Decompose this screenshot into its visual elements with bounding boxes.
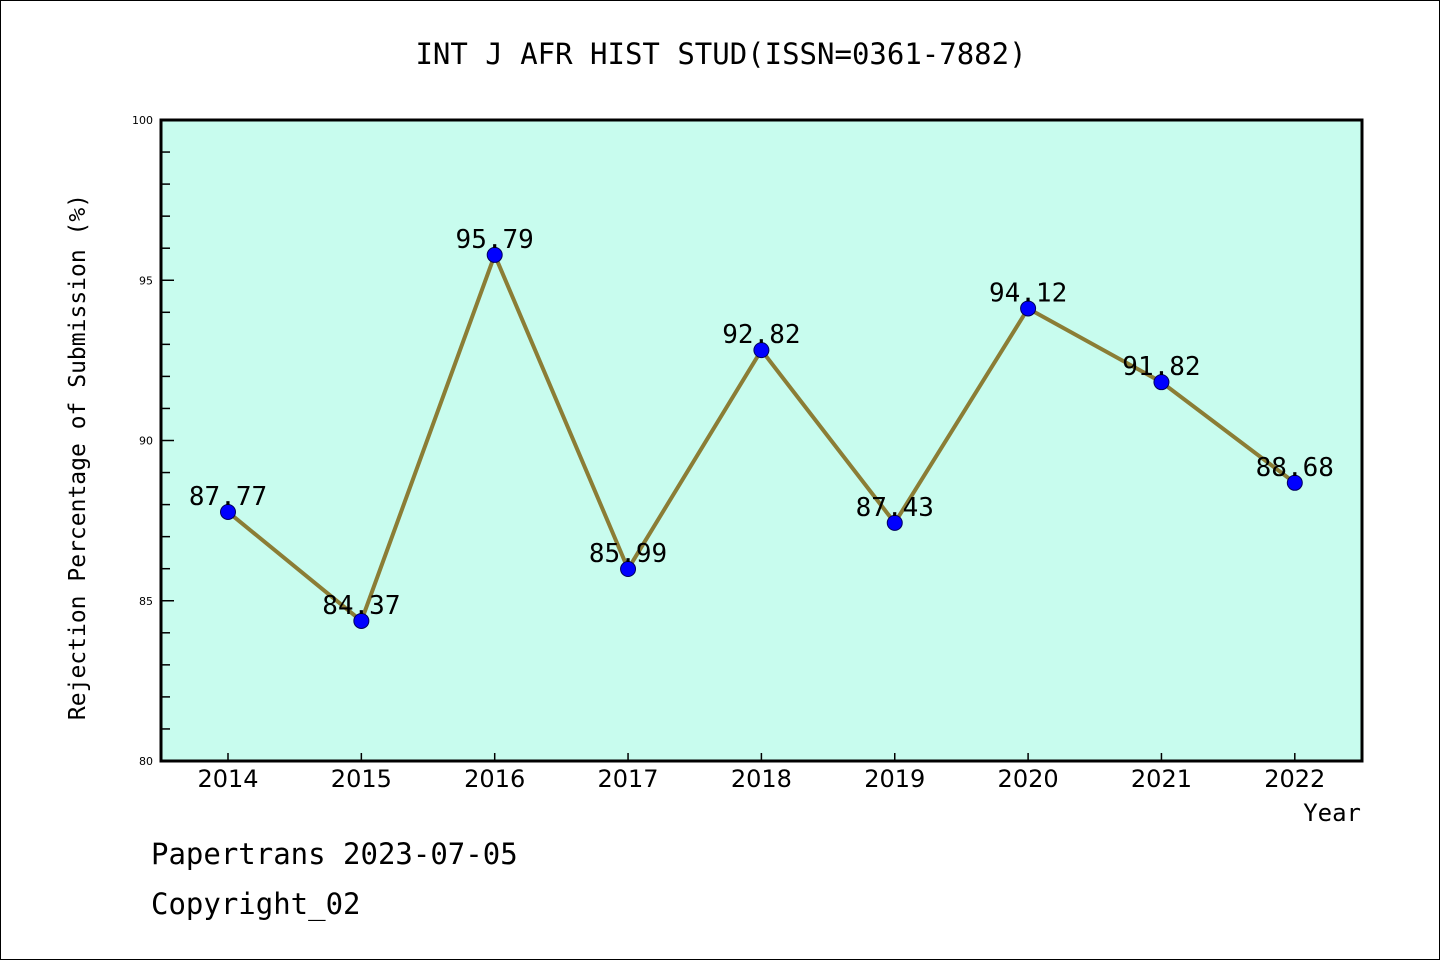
data-label: 84.37 xyxy=(322,591,400,621)
x-tick-label: 2018 xyxy=(731,765,792,793)
data-point xyxy=(886,514,903,531)
footer-copyright: Copyright_02 xyxy=(151,887,361,921)
x-tick-label: 2021 xyxy=(1131,765,1192,793)
x-tick-label: 2014 xyxy=(197,765,258,793)
data-point xyxy=(1153,374,1170,391)
x-tick-label: 2017 xyxy=(598,765,659,793)
data-point xyxy=(620,561,637,578)
y-tick-label: 100 xyxy=(132,114,153,127)
y-tick-label: 80 xyxy=(139,755,153,768)
data-label: 91.82 xyxy=(1122,352,1200,382)
data-point xyxy=(753,342,770,359)
data-point xyxy=(220,503,236,520)
x-tick-label: 2022 xyxy=(1264,765,1325,793)
data-label: 88.68 xyxy=(1256,453,1334,483)
data-point xyxy=(353,612,370,629)
data-label: 94.12 xyxy=(989,278,1067,308)
data-point xyxy=(1020,300,1037,317)
data-point xyxy=(1286,474,1303,491)
plot-background xyxy=(161,120,1362,761)
data-label: 87.43 xyxy=(856,493,934,523)
plot-border xyxy=(159,118,1364,763)
data-label: 92.82 xyxy=(722,320,800,350)
data-label: 95.79 xyxy=(456,225,534,255)
y-axis-label: Rejection Percentage of Submission (%) xyxy=(65,194,91,720)
chart-title: INT J AFR HIST STUD(ISSN=0361-7882) xyxy=(415,37,1027,71)
y-tick-label: 90 xyxy=(139,435,153,448)
x-tick-label: 2016 xyxy=(464,765,525,793)
footer-date: Papertrans 2023-07-05 xyxy=(151,837,518,871)
data-point xyxy=(486,246,503,263)
y-tick-label: 85 xyxy=(139,595,153,608)
x-tick-label: 2020 xyxy=(998,765,1059,793)
data-label: 85.99 xyxy=(589,539,667,569)
x-tick-label: 2015 xyxy=(331,765,392,793)
x-axis-label: Year xyxy=(1303,799,1361,827)
data-label: 87.77 xyxy=(189,482,267,512)
y-tick-label: 95 xyxy=(139,274,153,287)
x-tick-label: 2019 xyxy=(864,765,925,793)
